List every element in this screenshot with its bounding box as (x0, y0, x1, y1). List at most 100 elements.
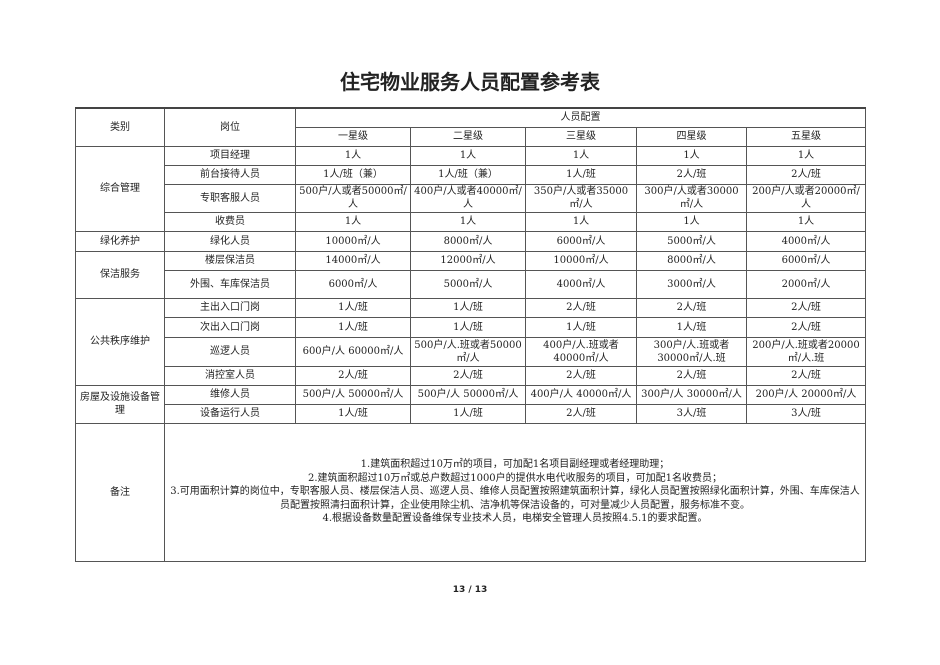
value-cell: 1人/班 (525, 164, 637, 185)
category-cell: 公共秩序维护 (75, 297, 165, 386)
value-cell: 400户/人或者40000㎡/人 (410, 183, 526, 213)
category-cell: 综合管理 (75, 145, 165, 232)
value-cell: 300户/人 30000㎡/人 (636, 384, 747, 405)
value-cell: 2000㎡/人 (746, 269, 866, 299)
table-row: 次出入口门岗 1人/班 1人/班 1人/班 1人/班 2人/班 (76, 316, 866, 338)
page-title: 住宅物业服务人员配置参考表 (340, 70, 600, 94)
value-cell: 350户/人或者35000㎡/人 (525, 183, 637, 213)
category-cell: 保洁服务 (75, 250, 165, 299)
value-cell: 5000㎡/人 (636, 230, 747, 252)
value-cell: 1人/班 (410, 297, 526, 318)
value-cell: 2人/班 (525, 403, 637, 424)
value-cell: 1人 (746, 211, 866, 232)
value-cell: 1人/班 (295, 403, 411, 424)
position-cell: 收费员 (164, 211, 296, 232)
value-cell: 6000㎡/人 (746, 250, 866, 271)
note-line: 4.根据设备数量配置设备维保专业技术人员，电梯安全管理人员按照4.5.1的要求配… (322, 513, 708, 525)
value-cell: 1人 (636, 145, 747, 166)
staffing-table: 类别 岗位 人员配置 一星级 二星级 三星级 四星级 五星级 综合管理 项目经理 1人 1人 1人 1… (75, 107, 866, 562)
table-row: 巡逻人员 600户/人 60000㎡/人 500户/人.班或者50000㎡/人 400… (76, 336, 866, 367)
table-row: 外围、车库保洁员 6000㎡/人 5000㎡/人 4000㎡/人 3000㎡/人 2000… (76, 269, 866, 299)
value-cell: 200户/人.班或者20000㎡/人.班 (746, 336, 866, 367)
position-cell: 楼层保洁员 (164, 250, 296, 271)
value-cell: 1人 (410, 145, 526, 166)
value-cell: 12000㎡/人 (410, 250, 526, 271)
position-cell: 巡逻人员 (164, 336, 296, 367)
value-cell: 1人 (525, 211, 637, 232)
category-cell: 房屋及设施设备管理 (75, 384, 165, 424)
note-line: 1.建筑面积超过10万㎡的项目，可加配1名项目副经理或者经理助理； (360, 459, 670, 471)
note-line: 2.建筑面积超过10万㎡或总户数超过1000户的提供水电代收服务的项目，可加配1… (307, 472, 723, 484)
value-cell: 1人/班 (410, 316, 526, 338)
value-cell: 2人/班 (746, 316, 866, 338)
value-cell: 1人/班 (295, 316, 411, 338)
value-cell: 8000㎡/人 (410, 230, 526, 252)
value-cell: 6000㎡/人 (525, 230, 637, 252)
position-cell: 主出入口门岗 (164, 297, 296, 318)
value-cell: 3人/班 (636, 403, 747, 424)
value-cell: 2人/班 (525, 365, 637, 386)
header-level: 三星级 (525, 126, 637, 147)
value-cell: 400户/人 40000㎡/人 (525, 384, 637, 405)
note-line: 3.可用面积计算的岗位中，专职客服人员、楼层保洁人员、巡逻人员、维修人员配置按照… (170, 486, 860, 511)
value-cell: 200户/人 20000㎡/人 (746, 384, 866, 405)
value-cell: 6000㎡/人 (295, 269, 411, 299)
value-cell: 1人 (636, 211, 747, 232)
value-cell: 1人 (746, 145, 866, 166)
position-cell: 外围、车库保洁员 (164, 269, 296, 299)
value-cell: 4000㎡/人 (525, 269, 637, 299)
notes-label: 备注 (75, 422, 165, 562)
position-cell: 项目经理 (164, 145, 296, 166)
value-cell: 2人/班 (746, 297, 866, 318)
header-level: 五星级 (746, 126, 866, 147)
value-cell: 1人 (525, 145, 637, 166)
value-cell: 3人/班 (746, 403, 866, 424)
value-cell: 1人/班 (636, 316, 747, 338)
header-level: 一星级 (295, 126, 411, 147)
notes-row: 备注 1.建筑面积超过10万㎡的项目，可加配1名项目副经理或者经理助理； 2.建筑面… (75, 422, 866, 562)
value-cell: 400户/人.班或者40000㎡/人 (525, 336, 637, 367)
position-cell: 前台接待人员 (164, 164, 296, 185)
value-cell: 1人/班 (525, 316, 637, 338)
value-cell: 2人/班 (410, 365, 526, 386)
notes-content: 1.建筑面积超过10万㎡的项目，可加配1名项目副经理或者经理助理； 2.建筑面积超… (164, 422, 866, 562)
value-cell: 2人/班 (636, 365, 747, 386)
position-cell: 专职客服人员 (164, 183, 296, 213)
value-cell: 1人/班（兼） (295, 164, 411, 185)
value-cell: 500户/人.班或者50000㎡/人 (410, 336, 526, 367)
page-number: 13 / 13 (452, 585, 488, 595)
value-cell: 2人/班 (525, 297, 637, 318)
value-cell: 1人/班 (410, 403, 526, 424)
value-cell: 2人/班 (636, 164, 747, 185)
value-cell: 14000㎡/人 (295, 250, 411, 271)
position-cell: 维修人员 (164, 384, 296, 405)
value-cell: 600户/人 60000㎡/人 (295, 336, 411, 367)
value-cell: 2人/班 (636, 297, 747, 318)
table-row: 保洁服务 楼层保洁员 14000㎡/人 12000㎡/人 10000㎡/人 8000㎡/人… (75, 250, 866, 299)
value-cell: 500户/人 50000㎡/人 (295, 384, 411, 405)
position-cell: 次出入口门岗 (164, 316, 296, 338)
header-position: 岗位 (164, 107, 296, 147)
table-row: 前台接待人员 1人/班（兼） 1人/班（兼） 1人/班 2人/班 2人/班 (76, 164, 866, 185)
header-config: 人员配置 (295, 107, 866, 128)
table-row: 设备运行人员 1人/班 1人/班 2人/班 3人/班 3人/班 (76, 403, 866, 424)
value-cell: 2人/班 (746, 164, 866, 185)
table-row: 专职客服人员 500户/人或者50000㎡/人 400户/人或者40000㎡/人 35… (76, 183, 866, 213)
value-cell: 1人/班（兼） (410, 164, 526, 185)
value-cell: 1人/班 (295, 297, 411, 318)
value-cell: 300户/人.班或者30000㎡/人.班 (636, 336, 747, 367)
value-cell: 2人/班 (746, 365, 866, 386)
value-cell: 5000㎡/人 (410, 269, 526, 299)
value-cell: 10000㎡/人 (525, 250, 637, 271)
position-cell: 设备运行人员 (164, 403, 296, 424)
table-row: 房屋及设施设备管理 维修人员 500户/人 50000㎡/人 500户/人 50000… (75, 384, 866, 424)
header-level: 四星级 (636, 126, 747, 147)
table-row: 公共秩序维护 主出入口门岗 1人/班 1人/班 2人/班 2人/班 2人/班 (75, 297, 866, 386)
header-category: 类别 (75, 107, 165, 147)
value-cell: 8000㎡/人 (636, 250, 747, 271)
position-cell: 消控室人员 (164, 365, 296, 386)
value-cell: 300户/人或者30000㎡/人 (636, 183, 747, 213)
table-row: 消控室人员 2人/班 2人/班 2人/班 2人/班 2人/班 (76, 365, 866, 386)
value-cell: 4000㎡/人 (746, 230, 866, 252)
table-row: 绿化养护 绿化人员 10000㎡/人 8000㎡/人 6000㎡/人 5000㎡/人 400… (75, 230, 866, 252)
